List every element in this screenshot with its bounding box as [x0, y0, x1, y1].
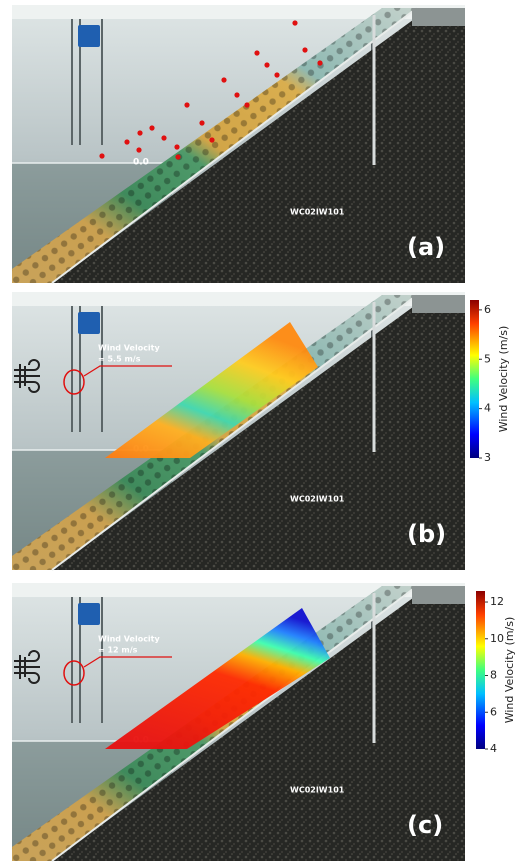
- scale-marker: 0.0: [133, 158, 149, 168]
- colorbar: [470, 300, 479, 458]
- measure-point: [184, 102, 190, 108]
- colorbar-tick-label: 10: [490, 632, 504, 645]
- annotation-line: = 12 m/s: [98, 646, 138, 655]
- colorbar-tick-label: 12: [490, 595, 504, 608]
- tank-rim: [12, 5, 465, 19]
- measure-point: [274, 72, 280, 78]
- colorbar-title: Wind Velocity (m/s): [503, 617, 516, 724]
- measure-point: [175, 154, 181, 160]
- measure-point: [199, 120, 205, 126]
- probe-circle: [63, 369, 85, 395]
- tank-rim: [12, 583, 465, 597]
- measure-point: [302, 47, 308, 53]
- probe-leader: [83, 656, 172, 668]
- panel-label: (c): [407, 811, 443, 839]
- panel: 0.0 WC02IW101 (a): [12, 5, 465, 284]
- colorbar-tick-label: 4: [490, 742, 497, 755]
- probe-circle: [63, 660, 85, 686]
- measure-point: [292, 20, 298, 26]
- colorbar-tick-label: 4: [484, 402, 491, 415]
- annotation-line: Wind Velocity: [98, 635, 161, 644]
- colorbar-tick-label: 3: [484, 451, 491, 464]
- panel-label: (b): [407, 520, 446, 548]
- measure-point: [254, 50, 260, 56]
- colorbar: [476, 591, 485, 749]
- annotation-line: = 5.5 m/s: [98, 355, 141, 364]
- wind-icon: [14, 650, 40, 684]
- wind-stroke: [14, 650, 40, 662]
- colorbar-tick-label: 8: [490, 669, 497, 682]
- slope-edge: [51, 294, 418, 571]
- measure-point: [317, 60, 323, 66]
- colorbar-title: Wind Velocity (m/s): [497, 326, 510, 433]
- measure-point: [137, 130, 143, 136]
- measure-point: [149, 125, 155, 131]
- wave-gauge: [78, 603, 100, 625]
- measure-point: [209, 137, 215, 143]
- measure-point: [244, 102, 250, 108]
- crest-wall: [412, 586, 465, 604]
- wave-gauge: [78, 25, 100, 47]
- gravel: [52, 595, 465, 861]
- gravel: [52, 17, 465, 283]
- wave-gauge: [78, 312, 100, 334]
- model-code: WC02IW101: [290, 208, 345, 217]
- wind-icon: [14, 359, 40, 393]
- colorbar-tick-label: 6: [484, 303, 491, 316]
- wind-stroke: [14, 672, 40, 684]
- velocity-field: [105, 322, 318, 458]
- measure-point: [234, 92, 240, 98]
- measure-point: [136, 147, 142, 153]
- annotation-line: Wind Velocity: [98, 344, 161, 353]
- probe-leader: [83, 365, 172, 377]
- velocity-field: [105, 608, 330, 749]
- slope-edge: [51, 585, 418, 862]
- slope-edge: [51, 7, 418, 284]
- colorbar-tick-label: 6: [490, 705, 497, 718]
- colorbar-tick-label: 5: [484, 352, 491, 365]
- panel-label: (a): [407, 233, 445, 261]
- measure-point: [161, 135, 167, 141]
- wind-stroke: [14, 359, 40, 371]
- measure-point: [174, 144, 180, 150]
- crest-wall: [412, 8, 465, 26]
- wind-stroke: [14, 381, 40, 393]
- measure-point: [221, 77, 227, 83]
- measure-point: [264, 62, 270, 68]
- tank-rim: [12, 292, 465, 306]
- measure-point: [124, 139, 130, 145]
- crest-wall: [412, 295, 465, 313]
- gravel: [52, 304, 465, 570]
- model-code: WC02IW101: [290, 495, 345, 504]
- measure-point: [99, 153, 105, 159]
- armor-texture: [12, 8, 417, 283]
- model-code: WC02IW101: [290, 786, 345, 795]
